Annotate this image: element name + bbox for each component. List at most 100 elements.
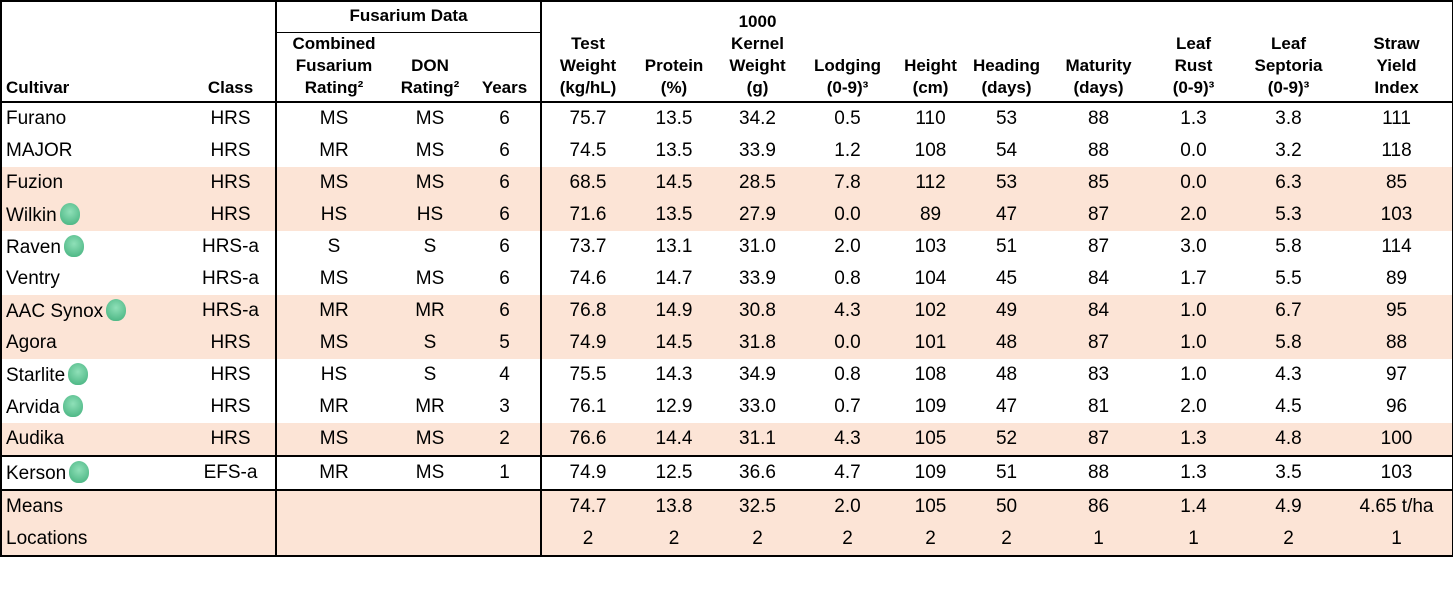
data-cell: HRS [186, 102, 276, 135]
cell-text: 48 [995, 364, 1018, 385]
cell-text: 103 [1380, 204, 1413, 225]
cell-text: MS [415, 268, 445, 289]
header-line: Fusarium [295, 56, 373, 75]
cell-text: HRS [210, 172, 251, 193]
data-cell: 28.5 [714, 167, 802, 199]
cell-text: 14.4 [655, 428, 693, 449]
data-cell: 4.3 [801, 423, 895, 456]
data-cell: 13.5 [634, 135, 714, 167]
data-cell: 1 [1341, 523, 1453, 556]
cell-text: MS [415, 462, 445, 483]
data-cell: MS [275, 263, 391, 295]
cell-text: 76.8 [569, 300, 607, 321]
header-line: Heading [972, 56, 1041, 75]
data-cell: 1.0 [1151, 327, 1237, 359]
data-cell: 88 [1046, 102, 1151, 135]
cell-text: 3.8 [1275, 108, 1302, 129]
data-cell: S [391, 231, 469, 263]
cell-text: 2 [499, 428, 510, 449]
cell-text: 1.3 [1180, 462, 1207, 483]
cell-text: MS [319, 428, 349, 449]
data-cell: 109 [894, 455, 968, 491]
data-cell: 88 [1046, 135, 1151, 167]
header-line: (0-9)³ [1172, 78, 1215, 97]
cell-text: 1 [1391, 528, 1402, 549]
cell-text: 31.0 [739, 236, 776, 257]
cell-text: 34.2 [739, 108, 776, 129]
cell-text: S [423, 236, 437, 257]
data-cell: MS [275, 327, 391, 359]
data-cell: 104 [894, 263, 967, 295]
cell-text: 118 [1381, 140, 1412, 161]
header-line: Yield [1376, 56, 1417, 75]
cultivar-cell: Starlite [1, 359, 186, 391]
cell-text: 108 [914, 140, 947, 161]
data-cell: 32.5 [714, 490, 802, 523]
data-cell: 73.7 [540, 231, 635, 263]
data-cell: 0.0 [1151, 167, 1237, 199]
header-line: (%) [660, 78, 688, 97]
data-cell: 85 [1341, 167, 1453, 199]
header-line: Index [1374, 78, 1419, 97]
variety-icon [63, 235, 84, 257]
data-cell: 108 [894, 359, 967, 391]
data-cell: MS [391, 263, 469, 295]
data-cell: 105 [894, 490, 968, 523]
cell-text: 104 [914, 268, 947, 289]
cell-text: 111 [1382, 108, 1411, 129]
data-cell: 118 [1341, 135, 1453, 167]
cell-text: 85 [1385, 172, 1408, 193]
data-cell: 50 [967, 490, 1047, 523]
data-cell: HRS [186, 135, 276, 167]
cell-text: 88 [1087, 108, 1110, 129]
cell-text: HRS [210, 396, 251, 417]
data-cell: 5.8 [1236, 327, 1342, 359]
data-cell [186, 490, 276, 523]
header-line: (days) [981, 78, 1032, 97]
data-cell: 30.8 [714, 295, 802, 327]
variety-icon [59, 203, 80, 225]
data-cell: 74.7 [540, 490, 635, 523]
data-cell: 110 [894, 102, 967, 135]
data-cell: 2.0 [1151, 391, 1236, 423]
cell-text: 97 [1385, 364, 1408, 385]
data-cell: 4 [469, 359, 541, 391]
data-cell: 0.8 [801, 263, 894, 295]
header-line: Cultivar [6, 78, 70, 97]
cell-text: Furano [6, 108, 67, 129]
data-cell: 1.4 [1151, 490, 1237, 523]
header-line: Protein [644, 56, 704, 75]
cell-text: 0.5 [834, 108, 861, 129]
data-cell: 4.65 t/ha [1341, 490, 1453, 523]
cultivar-cell: Fuzion [1, 167, 186, 199]
cell-text: 5.3 [1275, 204, 1302, 225]
cell-text: HRS-a [201, 236, 259, 257]
cell-text: HRS [210, 364, 251, 385]
data-cell: 6 [469, 199, 542, 231]
cell-text: 33.9 [739, 140, 776, 161]
cell-text: 4.3 [834, 428, 861, 449]
cultivar-cell: Furano [1, 102, 186, 135]
cultivar-cell: AAC Synox [1, 295, 186, 327]
data-cell: EFS-a [186, 455, 276, 491]
cell-text: AAC Synox [6, 301, 104, 322]
data-row: Wilkin HRS HS HS 6 71.6 13.5 27.9 0.0 89 47 87 2.0 5.… [1, 199, 1453, 231]
cell-text: HS [320, 364, 348, 385]
data-cell: 53 [967, 102, 1046, 135]
cultivar-cell: Raven [1, 231, 186, 263]
cell-text: Audika [6, 428, 65, 449]
cell-text: 53 [995, 172, 1018, 193]
cell-text: 3.2 [1275, 140, 1302, 161]
cultivar-cell: Audika [1, 423, 186, 456]
data-row: Kerson EFS-a MR MS 1 74.9 12.5 36.6 4.7 109 51 88 1.… [1, 455, 1453, 491]
data-cell: MS [275, 423, 391, 456]
cell-text: 87 [1087, 428, 1110, 449]
header-line: (days) [1073, 78, 1124, 97]
table-body: Furano HRS MS MS 6 75.7 13.5 34.2 0.5 110 53 88 1.3 3… [1, 102, 1453, 556]
cell-text: Raven [6, 237, 61, 258]
data-cell: 14.5 [634, 167, 715, 199]
cell-text: 87 [1087, 236, 1110, 257]
cell-text: 102 [914, 300, 947, 321]
cell-text: MR [319, 300, 349, 321]
